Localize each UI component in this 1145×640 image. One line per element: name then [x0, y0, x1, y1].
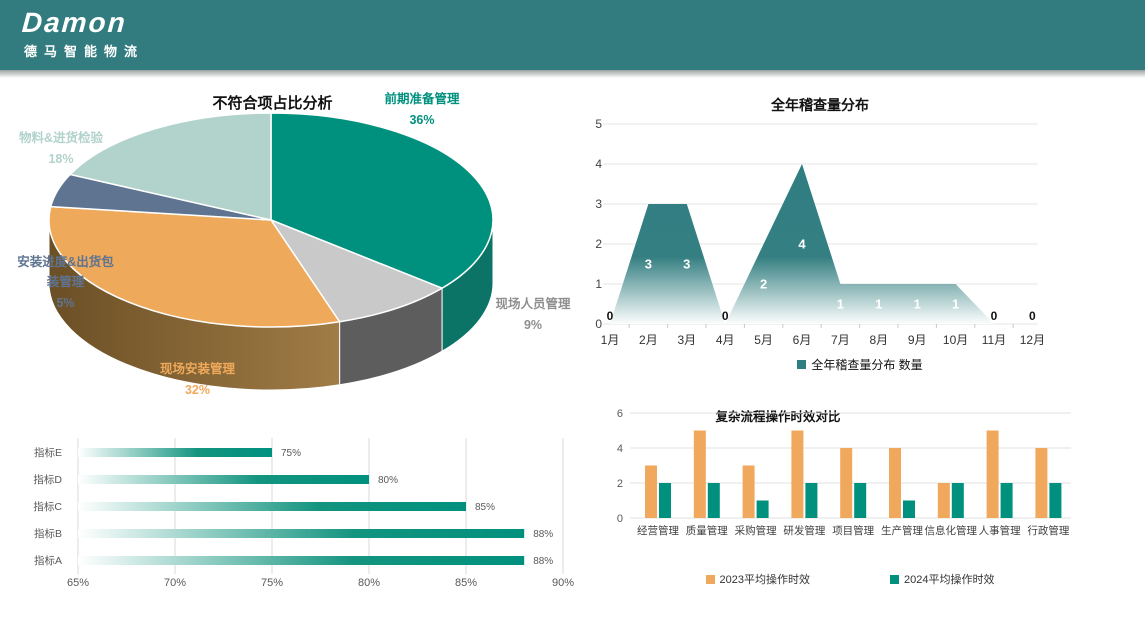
hbar-chart-canvas: 65% 70% 75% 80% 85% 90% 指标E 75% 指标D 80% 指标C 85% 指标B 8… — [33, 438, 574, 589]
svg-text:1: 1 — [952, 297, 959, 312]
legend-swatch — [797, 360, 807, 369]
app-header: Damon 德马智能物流 — [0, 0, 1145, 70]
svg-text:人事管理: 人事管理 — [979, 524, 1021, 537]
svg-text:行政管理: 行政管理 — [1027, 524, 1069, 537]
svg-text:指标C: 指标C — [33, 500, 62, 513]
legend-label: 全年稽查量分布 数量 — [811, 358, 923, 372]
legend-swatch-2024 — [890, 574, 899, 584]
svg-text:75%: 75% — [281, 448, 301, 459]
legend-label-2023: 2023平均操作时效 — [719, 574, 810, 586]
pie-label-text: 现场人员管理 — [495, 297, 571, 311]
svg-text:0: 0 — [607, 309, 614, 323]
svg-text:80%: 80% — [378, 475, 398, 486]
svg-text:研发管理: 研发管理 — [783, 524, 825, 537]
pie-label-material-inspection: 物料&进货检验 18% — [2, 128, 120, 169]
svg-text:信息化管理: 信息化管理 — [925, 524, 978, 537]
svg-text:0: 0 — [595, 317, 602, 331]
svg-text:2: 2 — [595, 237, 602, 251]
svg-text:9月: 9月 — [908, 333, 927, 347]
svg-text:0: 0 — [1029, 309, 1036, 323]
svg-text:7月: 7月 — [831, 333, 850, 347]
svg-text:90%: 90% — [552, 577, 574, 589]
svg-text:2: 2 — [760, 277, 767, 292]
svg-text:生产管理: 生产管理 — [881, 524, 923, 537]
pie-label-site-installation: 现场安装管理 32% — [125, 359, 270, 400]
svg-text:6: 6 — [617, 408, 623, 420]
pie-label-pct: 9% — [523, 318, 543, 332]
svg-text:2月: 2月 — [639, 333, 658, 347]
svg-text:4月: 4月 — [716, 333, 735, 347]
svg-text:指标A: 指标A — [34, 554, 62, 567]
svg-text:0: 0 — [991, 309, 998, 323]
svg-text:3: 3 — [645, 257, 652, 272]
pie-label-site-personnel: 现场人员管理 9% — [468, 294, 598, 335]
svg-text:项目管理: 项目管理 — [832, 524, 874, 537]
svg-text:采购管理: 采购管理 — [735, 524, 777, 537]
pie-label-pct: 32% — [184, 383, 211, 397]
area-chart-canvas: 0 1 2 3 4 5 0 1月 3 2月 3 3月 0 4月 2 5月 4 6月 1 7月 1 8月 1 9月 1 10月 0 11… — [595, 117, 1045, 347]
pie-label-pct: 36% — [409, 113, 435, 127]
svg-text:5月: 5月 — [754, 333, 773, 347]
svg-text:指标B: 指标B — [34, 527, 62, 540]
svg-text:指标E: 指标E — [34, 446, 62, 459]
area-chart-legend: 全年稽查量分布 数量 — [620, 356, 1100, 373]
svg-text:0: 0 — [617, 513, 623, 525]
pie-label-text: 安装进度&出货包装管理 — [17, 255, 114, 289]
svg-text:85%: 85% — [455, 577, 477, 589]
svg-text:经营管理: 经营管理 — [637, 524, 679, 537]
pie-label-pct: 5% — [56, 296, 75, 310]
svg-text:65%: 65% — [67, 577, 89, 589]
header-shadow — [0, 70, 1145, 78]
pie-label-text: 物料&进货检验 — [18, 131, 104, 145]
svg-text:6月: 6月 — [793, 333, 812, 347]
svg-text:3: 3 — [595, 197, 602, 211]
svg-text:80%: 80% — [358, 577, 380, 589]
svg-text:4: 4 — [617, 443, 623, 455]
pie-label-preparation: 前期准备管理 36% — [352, 89, 492, 130]
svg-text:1: 1 — [837, 297, 844, 312]
svg-text:指标D: 指标D — [33, 473, 62, 486]
svg-text:4: 4 — [595, 157, 602, 171]
grouped-chart-canvas: 0 2 4 6 经营管理 质量管理 采购管理 研发管理 项目管理 生产管理 信息化管理 人事管理 行政管… — [617, 408, 1071, 537]
svg-text:1: 1 — [595, 277, 602, 291]
legend-item-2023: 2023平均操作时效 — [705, 571, 810, 587]
damon-logo: Damon — [20, 7, 129, 38]
pie-label-pct: 18% — [48, 152, 74, 166]
svg-text:0: 0 — [722, 309, 729, 323]
legend-swatch-2023 — [705, 574, 715, 584]
svg-text:4: 4 — [798, 237, 806, 252]
svg-text:70%: 70% — [164, 577, 186, 589]
pie-label-text: 现场安装管理 — [159, 362, 235, 376]
svg-text:3: 3 — [683, 257, 690, 272]
legend-label-2024: 2024平均操作时效 — [904, 574, 995, 586]
svg-text:75%: 75% — [261, 577, 283, 589]
svg-text:8月: 8月 — [869, 333, 888, 347]
svg-text:1: 1 — [875, 297, 882, 312]
svg-text:3月: 3月 — [677, 333, 696, 347]
area-chart-title: 全年稽查量分布 — [771, 97, 869, 113]
grouped-chart-legend: 2023平均操作时效 2024平均操作时效 — [600, 571, 1100, 587]
svg-text:88%: 88% — [533, 556, 553, 567]
pie-chart-title: 不符合项占比分析 — [212, 95, 333, 112]
svg-text:12月: 12月 — [1020, 333, 1045, 347]
svg-text:2: 2 — [617, 478, 623, 490]
pie-chart-canvas — [48, 112, 494, 391]
svg-text:85%: 85% — [475, 502, 495, 513]
svg-text:10月: 10月 — [943, 333, 968, 347]
svg-text:质量管理: 质量管理 — [686, 524, 728, 537]
pie-label-text: 前期准备管理 — [384, 92, 460, 106]
svg-text:1: 1 — [914, 297, 921, 312]
legend-item: 全年稽查量分布 数量 — [797, 356, 923, 373]
legend-item-2024: 2024平均操作时效 — [890, 571, 994, 587]
pie-label-install-progress: 安装进度&出货包装管理 5% — [13, 252, 118, 313]
svg-text:88%: 88% — [533, 529, 553, 540]
logo-subtitle: 德马智能物流 — [24, 44, 145, 59]
svg-text:5: 5 — [595, 117, 602, 131]
svg-text:11月: 11月 — [982, 333, 1006, 347]
svg-text:1月: 1月 — [601, 333, 620, 347]
